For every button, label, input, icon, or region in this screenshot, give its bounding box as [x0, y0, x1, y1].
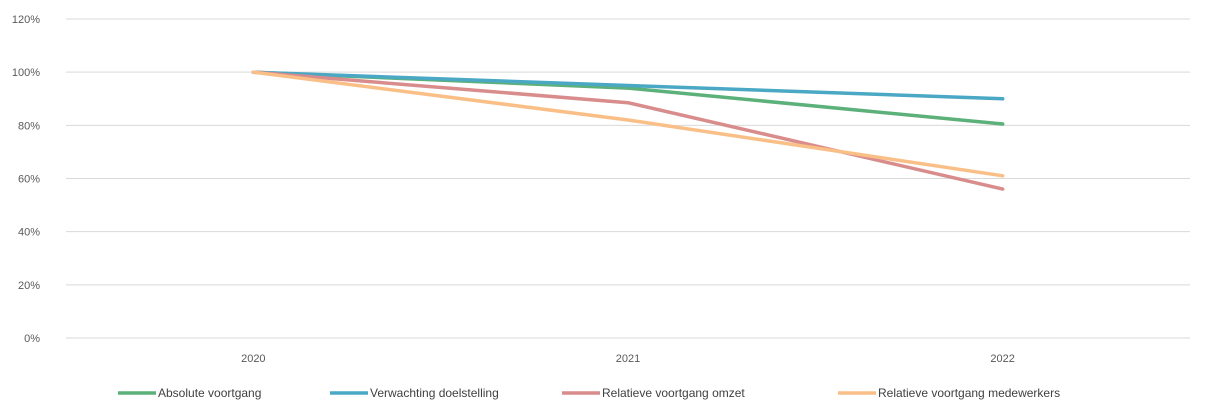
- series-line-3: [251, 70, 1005, 191]
- legend: Absolute voortgang Verwachting doelstelli…: [118, 386, 1060, 400]
- y-tick-label: 100%: [12, 67, 40, 79]
- y-tick-label: 20%: [18, 280, 40, 292]
- y-tick-label: 0%: [24, 333, 40, 345]
- gridlines: [66, 18, 1190, 339]
- y-tick-label: 80%: [18, 120, 40, 132]
- legend-label: Relatieve voortgang omzet: [602, 386, 745, 400]
- x-tick-label: 2022: [990, 353, 1014, 365]
- series-lines: [251, 70, 1005, 191]
- legend-label: Absolute voortgang: [158, 386, 261, 400]
- y-axis-tick-labels: 0% 20% 40% 60% 80% 100% 120%: [12, 14, 40, 345]
- series-line-2: [251, 70, 1005, 101]
- x-tick-label: 2021: [616, 353, 640, 365]
- x-axis-tick-labels: 2020 2021 2022: [241, 353, 1015, 365]
- series-line-4: [251, 70, 1005, 178]
- legend-label: Relatieve voortgang medewerkers: [878, 386, 1060, 400]
- legend-label: Verwachting doelstelling: [370, 386, 499, 400]
- y-tick-label: 40%: [18, 227, 40, 239]
- y-tick-label: 120%: [12, 14, 40, 26]
- x-tick-label: 2020: [241, 353, 265, 365]
- y-tick-label: 60%: [18, 174, 40, 186]
